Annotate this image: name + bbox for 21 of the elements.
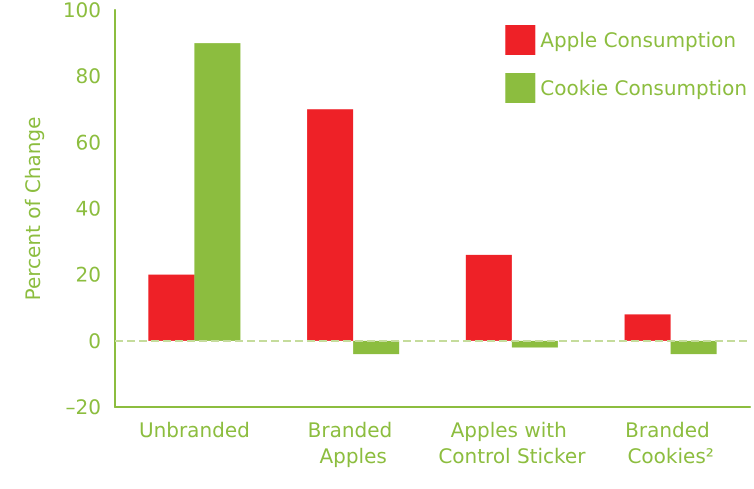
bar (353, 340, 400, 354)
y-tick-label: 100 (62, 0, 101, 22)
y-axis-title: Percent of Change (21, 116, 45, 300)
x-tick-label: Unbranded (138, 418, 250, 442)
bar (148, 274, 194, 341)
y-tick-label: –20 (66, 395, 101, 419)
y-tick-label: 20 (76, 262, 101, 287)
bar (466, 254, 512, 341)
bar (307, 109, 354, 341)
bar (624, 314, 671, 341)
x-tick-label: Apples with Control Sticker (438, 418, 586, 468)
y-tick-label: 80 (76, 64, 101, 88)
y-tick-label: 0 (88, 328, 101, 353)
legend-label: Cookie Consumption (540, 76, 748, 100)
y-tick-label: 40 (76, 196, 101, 220)
legend-label: Apple Consumption (540, 28, 736, 52)
bar (194, 43, 240, 341)
y-tick-label: 60 (76, 130, 101, 154)
bar (670, 340, 717, 354)
x-tick-label: Branded Cookies² (625, 418, 716, 468)
x-tick-label: Branded Apples (308, 418, 399, 468)
